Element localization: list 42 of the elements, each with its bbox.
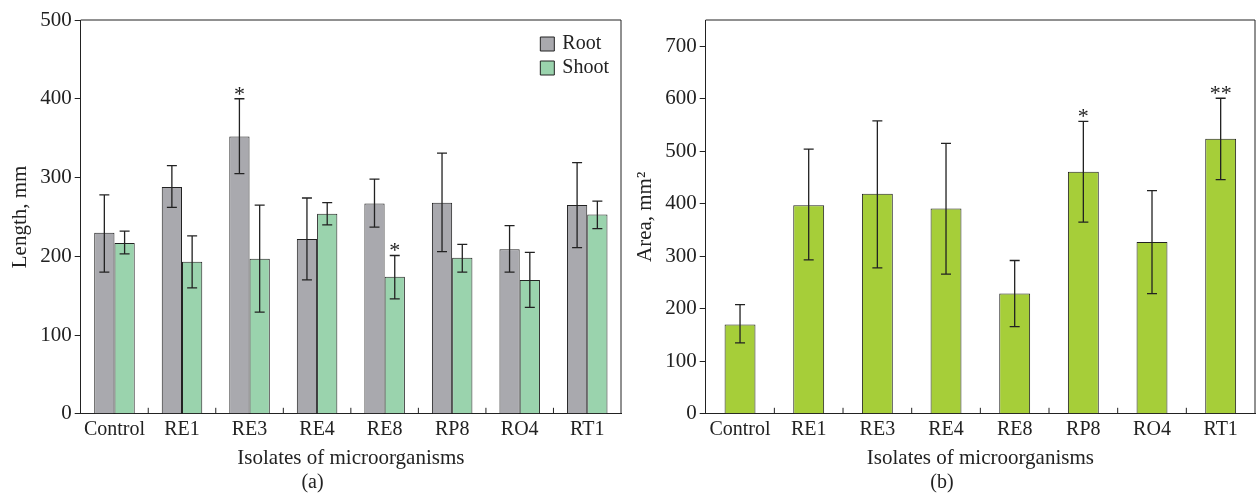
x-tick-label: RP8: [1066, 417, 1101, 440]
annotation: *: [1077, 103, 1089, 129]
y-tick-label: 0: [61, 400, 72, 425]
x-tick-label: RT1: [570, 417, 605, 440]
legend-label: Shoot: [562, 55, 610, 78]
x-tick-label: RE3: [231, 417, 268, 440]
y-tick-label: 400: [665, 190, 697, 215]
text: (a): [301, 470, 324, 494]
y-axis-title: Length, mm: [7, 165, 32, 269]
x-tick-label: RT1: [1203, 417, 1238, 440]
x-tick-label: RE3: [859, 417, 896, 440]
annotation: **: [1209, 80, 1232, 106]
x-tick-label: RE1: [164, 417, 200, 440]
x-tick-label: Control: [83, 417, 146, 440]
x-axis-title: Isolates of microorganisms: [866, 444, 1094, 469]
x-tick-label: Control: [709, 417, 772, 440]
y-tick-label: 200: [40, 242, 72, 267]
legend-label: Root: [562, 31, 602, 54]
x-tick-label: RO4: [1133, 417, 1171, 440]
text: (b): [930, 470, 954, 494]
x-tick-label: RE8: [996, 417, 1033, 440]
y-axis-title: Area, mm²: [632, 171, 657, 263]
y-tick-label: 700: [665, 32, 697, 57]
y-tick-label: 100: [665, 347, 697, 372]
y-tick-label: 600: [665, 85, 697, 110]
annotation: *: [389, 237, 401, 263]
y-tick-label: 0: [686, 400, 697, 425]
annotation: *: [233, 80, 245, 106]
x-tick-label: RE4: [299, 417, 335, 440]
x-tick-label: RE8: [366, 417, 403, 440]
y-tick-label: 500: [665, 137, 697, 162]
x-axis-title: Isolates of microorganisms: [237, 444, 465, 469]
y-tick-label: 400: [40, 85, 72, 110]
y-tick-label: 100: [40, 321, 72, 346]
x-tick-label: RE4: [928, 417, 964, 440]
y-tick-label: 300: [40, 164, 72, 189]
x-tick-label: RO4: [500, 417, 539, 440]
y-tick-label: 500: [40, 6, 72, 31]
y-tick-label: 300: [665, 242, 697, 267]
x-tick-label: RE1: [790, 417, 827, 440]
y-tick-label: 200: [665, 295, 697, 320]
x-tick-label: RP8: [434, 417, 470, 440]
